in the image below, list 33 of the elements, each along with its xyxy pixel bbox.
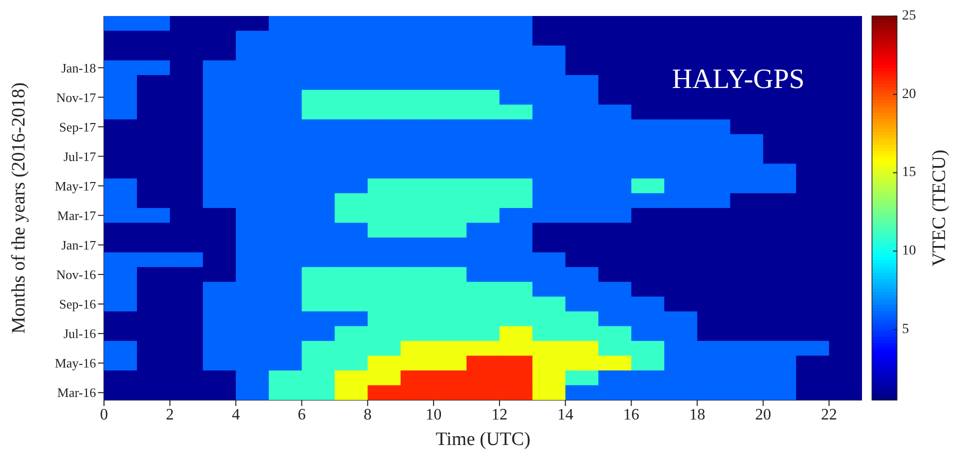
- annotation: HALY-GPS: [672, 64, 805, 96]
- y-tick-label: Jan-17: [61, 238, 96, 253]
- x-tick-label: 8: [364, 406, 372, 424]
- x-tick-label: 18: [689, 406, 706, 424]
- y-tick-label: Nov-16: [56, 267, 96, 282]
- y-tick-label: Sep-16: [59, 296, 96, 312]
- x-tick-label: 22: [821, 406, 838, 424]
- y-tick-label: May-17: [54, 178, 96, 194]
- y-tick-label: Jul-16: [64, 326, 96, 342]
- y-tick-label: Jan-18: [61, 60, 96, 76]
- y-axis-title: Months of the years (2016-2018): [8, 82, 30, 334]
- x-tick-label: 12: [491, 406, 508, 424]
- y-tick-label: Jul-17: [64, 148, 96, 164]
- color-bar-label: 20: [902, 86, 916, 102]
- y-tick-label: Nov-17: [56, 90, 96, 105]
- y-tick-label: Mar-17: [57, 208, 96, 223]
- color-bar-label: 25: [902, 8, 916, 24]
- x-tick-label: 14: [557, 406, 574, 424]
- x-tick-label: 6: [298, 406, 306, 424]
- color-bar-label: 15: [902, 165, 916, 180]
- y-tick-label: May-16: [54, 356, 96, 371]
- color-bar-title: VTEC (TECU): [929, 150, 950, 266]
- x-axis-title: Time (UTC): [436, 429, 530, 450]
- x-tick-label: 16: [623, 406, 640, 424]
- x-tick-label: 10: [426, 406, 442, 424]
- x-tick-label: 0: [100, 406, 108, 424]
- x-tick-label: 20: [755, 406, 772, 424]
- color-bar-label: 10: [902, 244, 916, 259]
- y-tick-label: Mar-16: [57, 385, 96, 400]
- x-tick-label: 2: [166, 406, 174, 424]
- x-tick-label: 4: [232, 406, 240, 424]
- color-bar-label: 5: [902, 322, 909, 337]
- y-tick-label: Sep-17: [59, 119, 96, 134]
